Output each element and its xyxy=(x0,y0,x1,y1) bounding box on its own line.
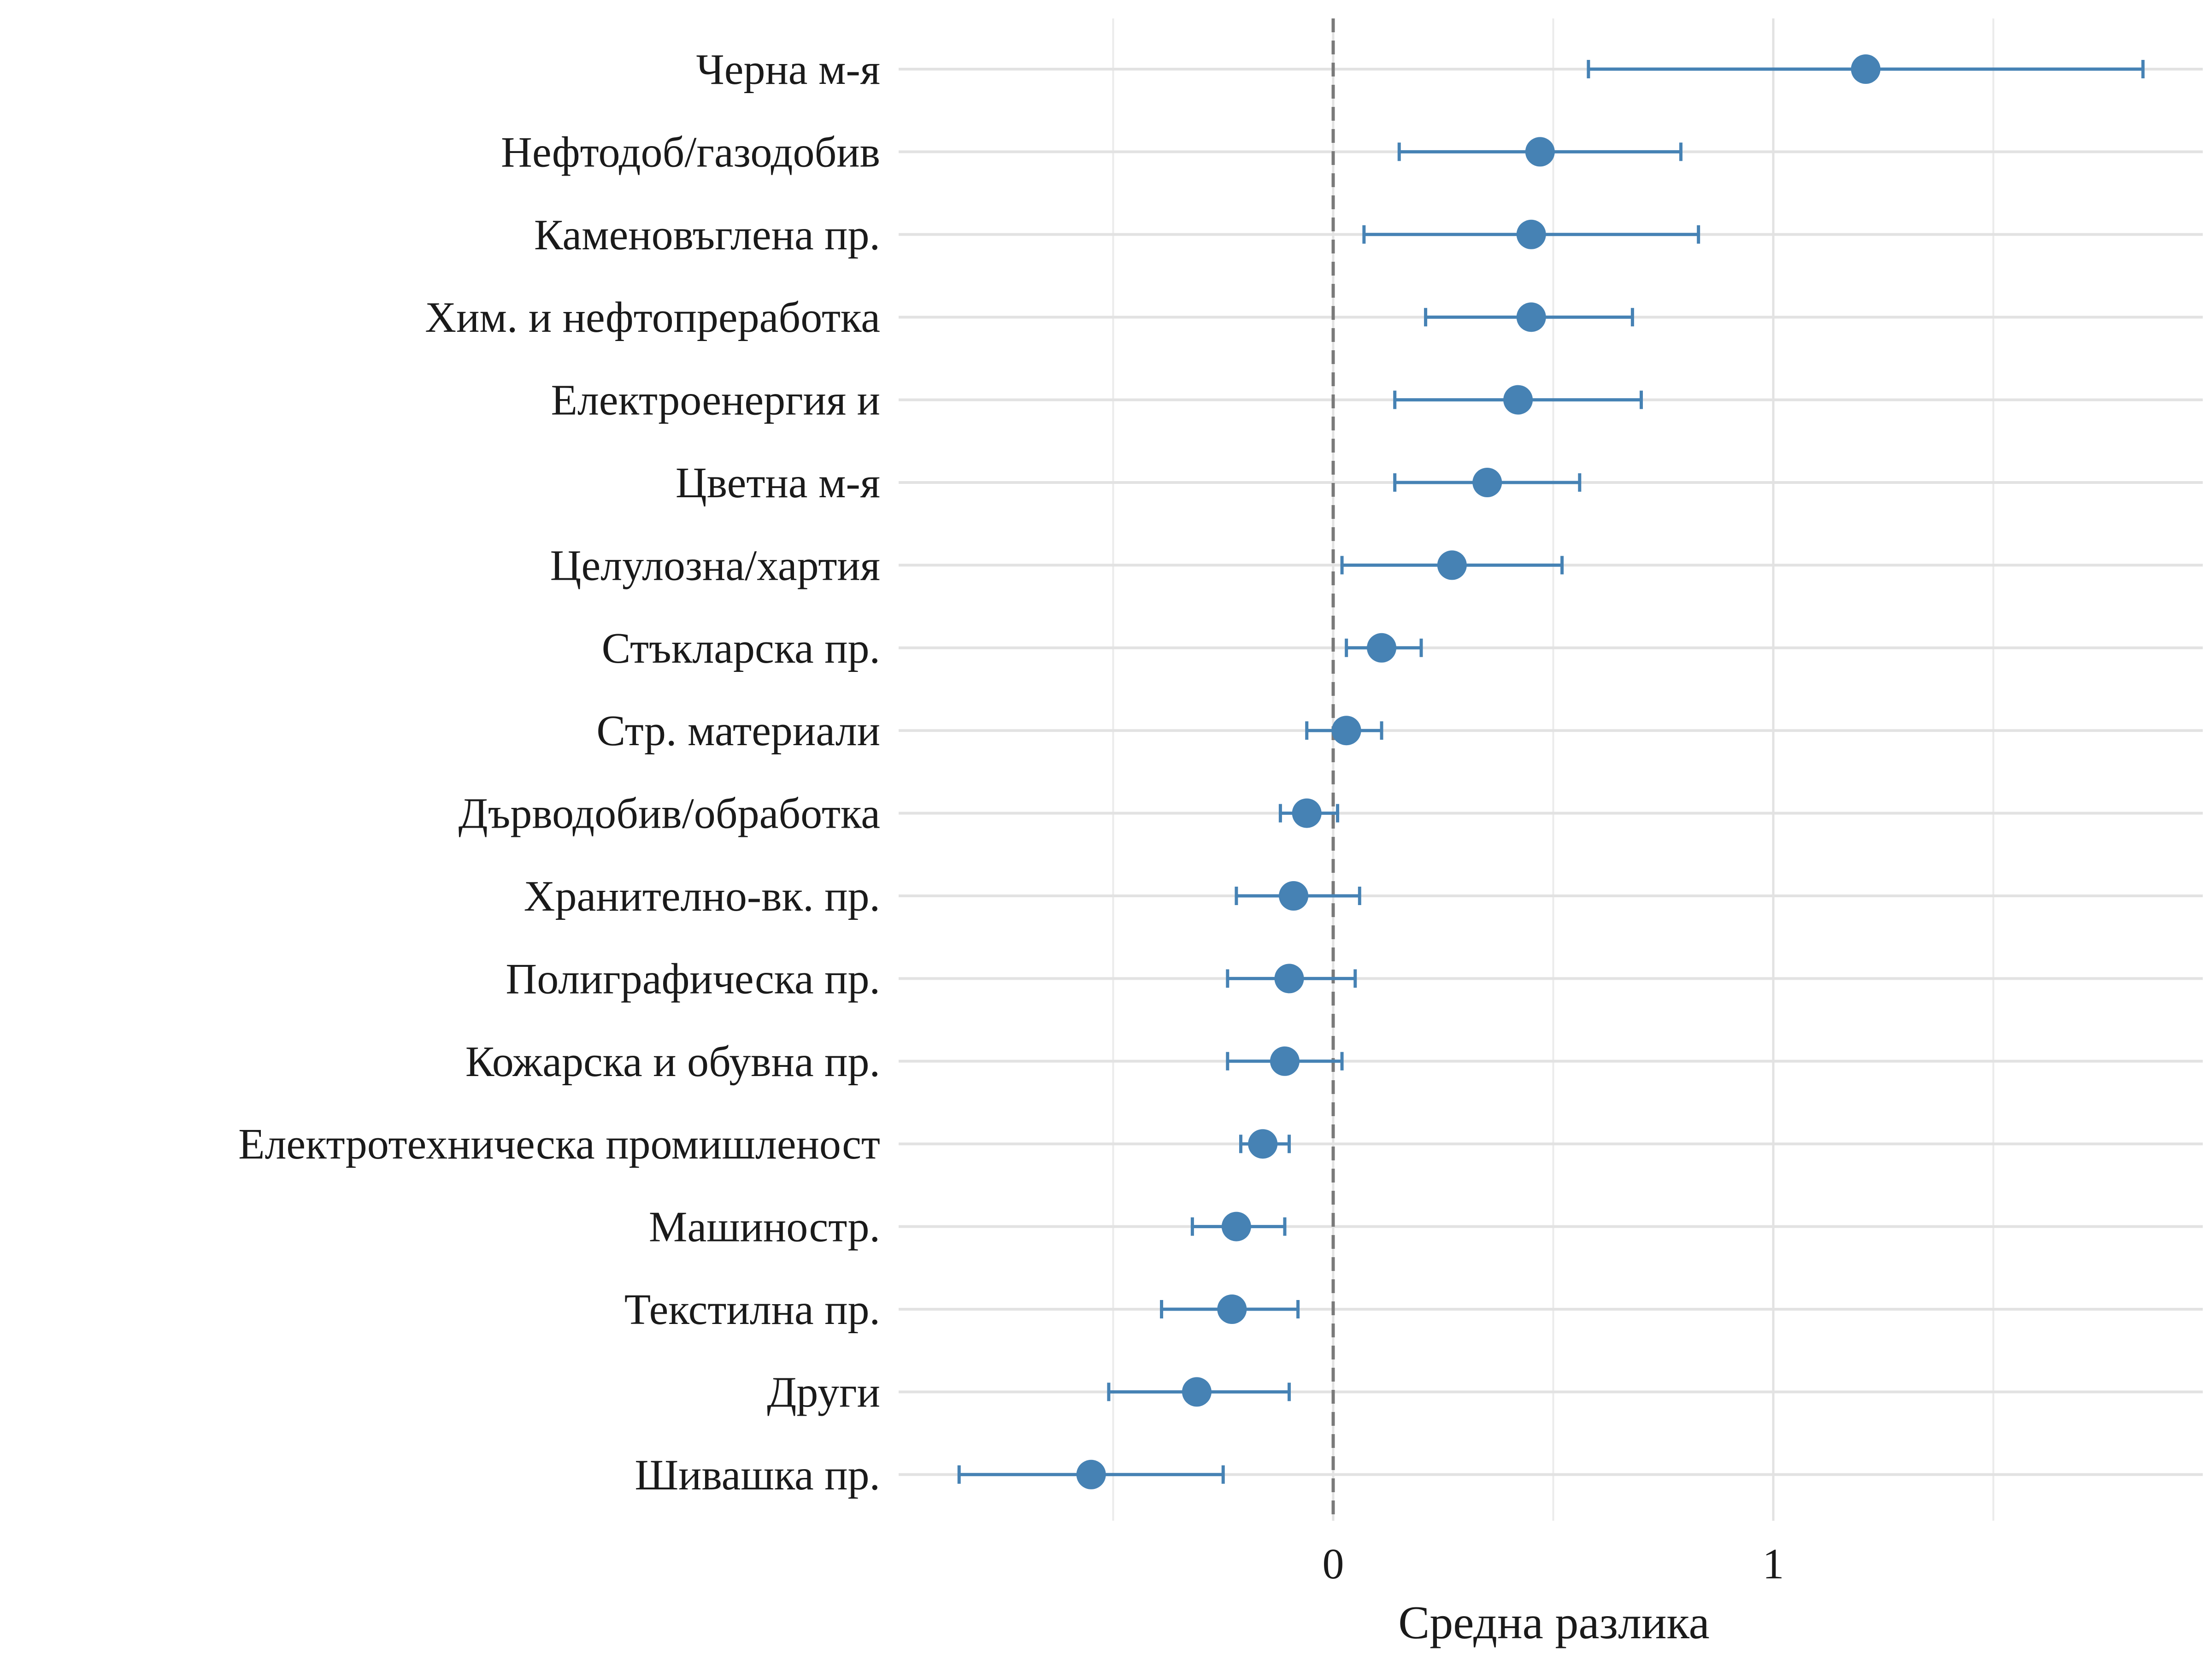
data-point xyxy=(1516,219,1546,249)
category-label: Стъкларска пр. xyxy=(602,624,880,672)
x-tick-label: 1 xyxy=(1763,1540,1784,1588)
error-bars xyxy=(957,60,2145,1484)
category-label: Цветна м-я xyxy=(676,459,880,507)
category-label: Хим. и нефтопреработка xyxy=(425,294,880,341)
category-label: Нефтодоб/газодобив xyxy=(501,128,880,176)
category-label: Каменовъглена пр. xyxy=(534,211,880,259)
category-label: Черна м-я xyxy=(696,46,880,94)
data-point xyxy=(1274,964,1304,994)
category-label: Целулозна/хартия xyxy=(550,541,880,589)
data-point xyxy=(1248,1129,1278,1159)
data-point xyxy=(1217,1294,1247,1324)
data-points xyxy=(1076,54,1881,1489)
data-point xyxy=(1367,633,1397,663)
data-point xyxy=(1279,881,1309,911)
category-labels: Черна м-я Нефтодоб/газодобив Каменовъглена… xyxy=(238,46,880,1499)
category-label: Хранително-вк. пр. xyxy=(524,872,880,920)
x-axis-title: Средна разлика xyxy=(1398,1597,1710,1649)
data-point xyxy=(1182,1377,1212,1407)
category-label: Текстилна пр. xyxy=(624,1286,880,1334)
category-label: Стр. материали xyxy=(596,707,880,755)
data-point xyxy=(1503,385,1533,415)
data-point xyxy=(1076,1459,1106,1489)
data-point xyxy=(1292,798,1322,828)
category-label: Електроенергия и xyxy=(551,377,880,424)
category-label: Други xyxy=(767,1368,880,1416)
data-point xyxy=(1472,468,1502,497)
category-label: Електротехническа промишленост xyxy=(238,1120,880,1168)
category-label: Шивашка пр. xyxy=(635,1451,880,1499)
data-point xyxy=(1270,1046,1300,1076)
data-point xyxy=(1221,1212,1251,1241)
x-tick-label: 0 xyxy=(1323,1540,1344,1588)
data-point xyxy=(1516,302,1546,332)
category-label: Машиностр. xyxy=(649,1203,880,1251)
data-point xyxy=(1331,716,1361,746)
category-label: Полиграфическа пр. xyxy=(506,955,880,1003)
data-point xyxy=(1851,54,1881,84)
data-point xyxy=(1525,137,1555,167)
category-label: Дърводобив/обработка xyxy=(459,790,880,838)
data-point xyxy=(1437,550,1467,580)
category-label: Кожарска и обувна пр. xyxy=(465,1038,880,1086)
grid-lines xyxy=(899,18,2203,1521)
